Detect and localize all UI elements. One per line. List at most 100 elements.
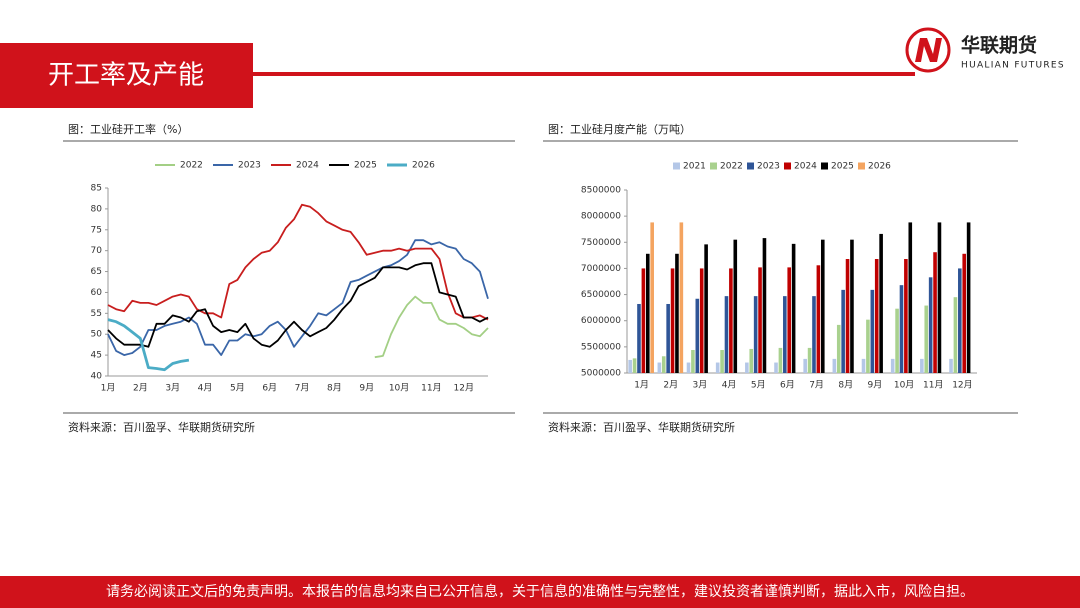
bar: [791, 243, 796, 373]
title-block: [0, 43, 253, 108]
bar: [686, 362, 691, 373]
y-tick-label: 7500000: [581, 238, 621, 248]
y-tick-label: 75: [91, 225, 102, 235]
bar: [908, 222, 913, 373]
x-tick-label: 4月: [722, 380, 737, 391]
legend-swatch: [821, 162, 828, 170]
series-line: [107, 239, 489, 356]
series-line: [107, 318, 190, 372]
legend-label: 2021: [683, 162, 706, 172]
bar: [816, 265, 821, 373]
y-tick-label: 6000000: [581, 316, 621, 326]
bar: [861, 358, 866, 373]
bar: [641, 268, 646, 373]
bar: [924, 305, 929, 373]
legend-label: 2025: [831, 162, 854, 172]
legend-label: 2023: [238, 161, 261, 171]
x-tick-label: 2月: [133, 383, 148, 394]
bar: [670, 268, 675, 373]
bar: [699, 268, 704, 373]
x-tick-label: 1月: [634, 380, 649, 391]
bar: [807, 347, 812, 373]
bar: [733, 239, 738, 373]
y-tick-label: 7000000: [581, 264, 621, 274]
x-tick-label: 6月: [262, 383, 277, 394]
bar: [958, 268, 962, 373]
bar: [778, 347, 783, 373]
source-note: 资料来源：百川盈孚、华联期货研究所: [548, 420, 735, 434]
logo-cn: 华联期货: [961, 34, 1037, 57]
disclaimer: 请务必阅读正文后的免责声明。本报告的信息均来自已公开信息，关于信息的准确性与完整…: [106, 583, 974, 600]
legend-swatch: [673, 162, 680, 170]
source-note: 资料来源：百川盈孚、华联期货研究所: [68, 420, 255, 434]
header-rule: [253, 72, 915, 76]
x-tick-label: 5月: [230, 383, 245, 394]
x-tick-label: 1月: [101, 383, 116, 394]
y-tick-label: 5500000: [581, 342, 621, 352]
x-tick-label: 6月: [780, 380, 795, 391]
bar: [675, 253, 679, 373]
page-title: 开工率及产能: [48, 61, 204, 91]
chart-title: 图：工业硅开工率（%）: [68, 122, 188, 136]
bar: [666, 303, 670, 373]
bar: [729, 268, 733, 373]
logo-en: HUALIAN FUTURES: [961, 61, 1065, 71]
bar: [753, 296, 758, 373]
bar: [850, 239, 854, 373]
bar: [820, 239, 825, 373]
y-tick-label: 70: [91, 246, 103, 256]
bar: [841, 289, 845, 373]
bar: [762, 238, 767, 373]
bar: [832, 358, 837, 373]
x-tick-label: 10月: [389, 383, 409, 394]
y-tick-label: 80: [91, 204, 103, 214]
bar: [720, 349, 724, 373]
series-line: [374, 295, 489, 359]
bar: [661, 356, 666, 373]
y-tick-label: 6500000: [581, 290, 621, 300]
bar: [949, 358, 953, 373]
legend-label: 2022: [180, 161, 203, 171]
y-tick-label: 85: [91, 184, 102, 194]
bar: [937, 222, 942, 373]
bar: [745, 362, 749, 373]
bar: [749, 348, 754, 373]
bar: [836, 324, 841, 373]
series-line: [107, 262, 489, 348]
x-tick-label: 2月: [663, 380, 678, 391]
legend-label: 2025: [354, 161, 377, 171]
x-tick-label: 8月: [327, 383, 342, 394]
legend-swatch: [858, 162, 865, 170]
bar: [645, 253, 650, 373]
bar: [879, 233, 883, 373]
legend-swatch: [784, 162, 791, 170]
y-tick-label: 8500000: [581, 186, 621, 196]
x-tick-label: 7月: [809, 380, 824, 391]
bar: [803, 358, 807, 373]
y-tick-label: 50: [91, 330, 103, 340]
x-tick-label: 12月: [952, 380, 972, 391]
x-tick-label: 10月: [894, 380, 914, 391]
legend-swatch: [710, 162, 717, 170]
bar: [715, 362, 720, 373]
bar: [774, 362, 778, 373]
bar: [695, 298, 700, 373]
x-tick-label: 9月: [359, 383, 374, 394]
series-line: [107, 203, 489, 321]
x-tick-label: 3月: [165, 383, 180, 394]
x-tick-label: 11月: [923, 380, 943, 391]
bar: [928, 277, 933, 373]
bar: [953, 297, 958, 373]
footer-bar: [0, 576, 1080, 608]
bar: [890, 358, 895, 373]
y-tick-label: 5000000: [581, 369, 621, 379]
bar: [966, 222, 971, 373]
bar: [704, 244, 708, 373]
bar: [874, 259, 879, 373]
bar: [691, 349, 695, 373]
legend-label: 2022: [720, 162, 743, 172]
bar: [870, 289, 875, 373]
bar: [812, 296, 816, 373]
chart-title: 图：工业硅月度产能（万吨）: [548, 122, 691, 136]
